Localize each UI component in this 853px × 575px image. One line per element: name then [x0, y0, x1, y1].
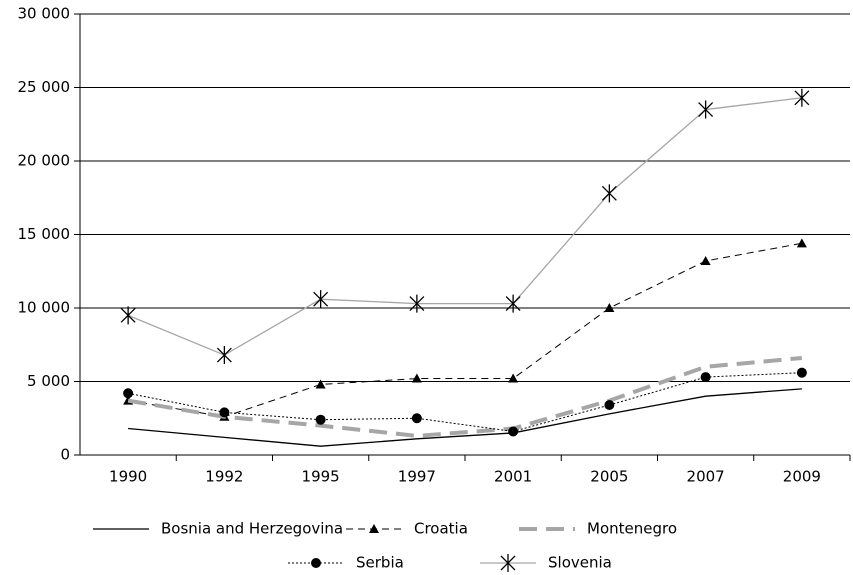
- x-tick-label: 2001: [494, 468, 532, 486]
- marker: [315, 379, 326, 389]
- x-tick-label: 1997: [398, 468, 436, 486]
- y-tick-label: 30 000: [18, 5, 71, 23]
- x-tick-label: 1990: [109, 468, 147, 486]
- y-tick-label: 15 000: [18, 225, 71, 243]
- marker: [411, 373, 422, 383]
- marker: [794, 88, 810, 107]
- y-tick-label: 25 000: [18, 78, 71, 96]
- series-line: [127, 355, 803, 438]
- marker: [698, 100, 714, 119]
- marker: [313, 290, 329, 309]
- legend-label: Bosnia and Herzegovina: [161, 520, 343, 538]
- marker: [796, 367, 807, 378]
- marker: [604, 400, 615, 411]
- legend-label: Montenegro: [587, 520, 677, 538]
- series-line: [128, 242, 802, 418]
- legend-label: Slovenia: [548, 554, 612, 572]
- x-tick-label: 2005: [590, 468, 628, 486]
- marker: [315, 414, 326, 425]
- marker: [409, 294, 425, 313]
- x-tick-label: 2007: [687, 468, 725, 486]
- legend-label: Croatia: [414, 520, 468, 538]
- marker: [505, 294, 521, 313]
- y-tick-label: 20 000: [18, 152, 71, 170]
- series-line: [128, 388, 802, 447]
- y-tick-label: 10 000: [18, 299, 71, 317]
- legend-label: Serbia: [356, 554, 404, 572]
- marker: [120, 306, 136, 325]
- marker: [604, 303, 615, 312]
- marker: [700, 255, 711, 265]
- marker: [508, 373, 519, 383]
- marker: [216, 346, 232, 365]
- marker: [123, 388, 134, 399]
- y-tick-label: 5 000: [27, 372, 70, 390]
- x-tick-label: 1992: [205, 468, 243, 486]
- marker: [508, 426, 519, 437]
- marker: [500, 554, 516, 572]
- marker: [411, 413, 422, 424]
- marker: [601, 184, 617, 203]
- marker: [311, 558, 321, 568]
- marker: [369, 524, 379, 533]
- x-tick-label: 1995: [302, 468, 340, 486]
- x-tick-label: 2009: [783, 468, 821, 486]
- y-tick-label: 0: [60, 446, 70, 464]
- marker: [700, 372, 711, 383]
- marker: [219, 407, 230, 418]
- series-line: [127, 97, 802, 356]
- marker: [796, 238, 807, 248]
